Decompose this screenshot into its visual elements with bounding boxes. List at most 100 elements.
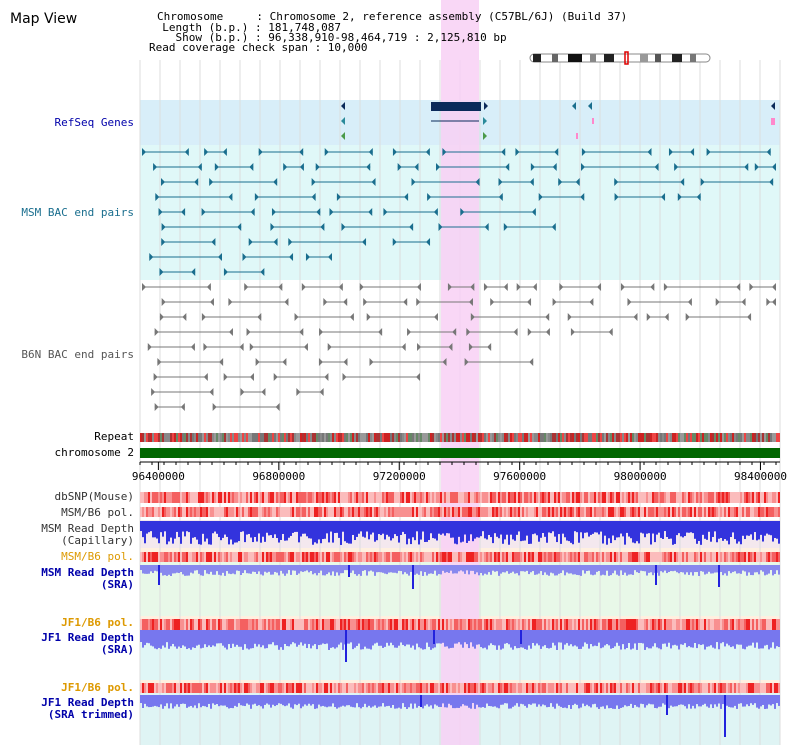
polymorphism-cell: [170, 619, 172, 630]
polymorphism-cell: [220, 683, 222, 693]
depth-bar: [626, 521, 628, 533]
polymorphism-cell: [212, 619, 214, 630]
polymorphism-cell: [316, 552, 318, 562]
bac-end-marker: [570, 328, 575, 336]
label-refseq-genes[interactable]: RefSeq Genes: [55, 116, 134, 129]
polymorphism-cell: [160, 683, 162, 693]
polymorphism-cell: [504, 507, 506, 517]
polymorphism-cell: [144, 552, 146, 562]
polymorphism-cell: [242, 552, 244, 562]
polymorphism-cell: [640, 492, 642, 503]
polymorphism-cell: [598, 507, 600, 517]
depth-bar: [314, 695, 316, 709]
depth-bar: [374, 630, 376, 644]
polymorphism-cell: [292, 619, 294, 630]
polymorphism-cell: [190, 552, 192, 562]
label-b6n-bac[interactable]: B6N BAC end pairs: [21, 348, 134, 361]
polymorphism-cell: [480, 492, 482, 503]
depth-bar: [698, 521, 700, 541]
polymorphism-cell: [570, 619, 572, 630]
depth-bar: [528, 695, 530, 705]
depth-bar: [180, 695, 182, 705]
polymorphism-cell: [266, 552, 268, 562]
b6n-bac-track[interactable]: [142, 283, 776, 411]
polymorphism-cell: [186, 507, 188, 517]
polymorphism-cell: [514, 492, 516, 503]
repeat-segment: [226, 433, 228, 442]
depth-bar: [634, 695, 636, 706]
depth-bar: [578, 565, 580, 576]
polymorphism-cell: [308, 552, 310, 562]
polymorphism-cell: [544, 507, 546, 517]
polymorphism-cell: [548, 492, 550, 503]
repeat-segment: [274, 433, 276, 442]
polymorphism-cell: [720, 492, 722, 503]
depth-bar: [754, 695, 756, 704]
repeat-segment: [378, 433, 380, 442]
polymorphism-cell: [606, 683, 608, 693]
depth-bar: [362, 521, 364, 537]
repeat-segment: [626, 433, 628, 442]
bac-end-marker: [397, 163, 402, 171]
polymorphism-cell: [676, 492, 678, 503]
polymorphism-cell: [386, 683, 388, 693]
depth-bar: [424, 695, 426, 706]
polymorphism-cell: [320, 492, 322, 503]
depth-bar: [720, 521, 722, 538]
repeat-segment: [740, 433, 742, 442]
polymorphism-cell: [222, 683, 224, 693]
polymorphism-cell: [358, 552, 360, 562]
polymorphism-cell: [736, 492, 738, 503]
depth-bar: [466, 565, 468, 571]
polymorphism-cell: [726, 683, 728, 693]
polymorphism-cell: [712, 552, 714, 562]
msm-bac-track[interactable]: [142, 148, 776, 276]
depth-bar: [468, 630, 470, 649]
depth-bar: [492, 695, 494, 707]
depth-bar: [510, 630, 512, 648]
polymorphism-cell: [308, 619, 310, 630]
depth-bar: [634, 565, 636, 571]
polymorphism-cell: [502, 552, 504, 562]
depth-bar: [398, 521, 400, 543]
repeat-segment: [424, 433, 426, 442]
depth-bar: [292, 521, 294, 533]
polymorphism-cell: [374, 552, 376, 562]
repeat-segment: [776, 433, 778, 442]
polymorphism-cell: [294, 552, 296, 562]
polymorphism-cell: [208, 683, 210, 693]
polymorphism-cell: [396, 492, 398, 503]
refseq-gene-track[interactable]: [341, 102, 775, 140]
polymorphism-cell: [540, 492, 542, 503]
polymorphism-cell: [300, 492, 302, 503]
polymorphism-cell: [438, 619, 440, 630]
polymorphism-cell: [264, 507, 266, 517]
polymorphism-cell: [352, 552, 354, 562]
polymorphism-cell: [752, 552, 754, 562]
repeat-segment: [466, 433, 468, 442]
chromosome-ideogram[interactable]: [529, 51, 711, 65]
repeat-segment: [288, 433, 290, 442]
depth-bar: [688, 630, 690, 647]
polymorphism-cell: [614, 552, 616, 562]
polymorphism-cell: [750, 507, 752, 517]
polymorphism-cell: [306, 552, 308, 562]
repeat-segment: [152, 433, 154, 442]
polymorphism-cell: [332, 507, 334, 517]
polymorphism-cell: [406, 552, 408, 562]
polymorphism-cell: [602, 683, 604, 693]
repeat-segment: [676, 433, 678, 442]
repeat-segment: [240, 433, 242, 442]
polymorphism-cell: [566, 619, 568, 630]
label-msm-bac[interactable]: MSM BAC end pairs: [21, 206, 134, 219]
polymorphism-cell: [204, 492, 206, 503]
depth-bar: [424, 565, 426, 573]
polymorphism-cell: [706, 619, 708, 630]
polymorphism-cell: [694, 552, 696, 562]
depth-bar: [298, 695, 300, 704]
depth-bar: [170, 630, 172, 647]
depth-bar: [636, 565, 638, 573]
polymorphism-cell: [614, 619, 616, 630]
polymorphism-cell: [316, 619, 318, 630]
depth-bar: [386, 630, 388, 643]
